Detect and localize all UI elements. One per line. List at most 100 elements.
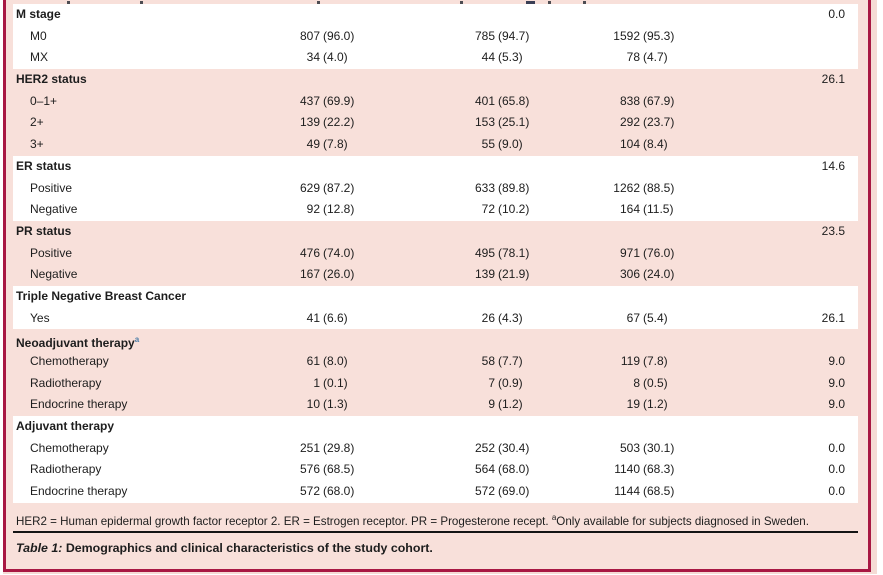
col2-count: 495 — [474, 245, 495, 260]
section-header-row: PR status 23.5 — [13, 221, 858, 243]
section-header-label: Adjuvant therapy — [16, 419, 115, 434]
col2-count: 55 — [481, 137, 495, 152]
col3-percent: (95.3) — [643, 28, 675, 43]
data-row: Radiotherapy 1 (0.1) 7 (0.9) 8 (0.5) 9.0 — [13, 373, 858, 395]
data-row: Chemotherapy 251 (29.8) 252 (30.4) 503 (30.1) 0… — [13, 438, 858, 460]
table-group: Adjuvant therapy Chemotherapy 251 (29.8) 252… — [13, 416, 858, 503]
table-group: HER2 status 26.1 0–1+ 437 (69.9) 401 (65.8) 838… — [13, 69, 858, 156]
missing-percent-value: 14.6 — [821, 158, 845, 173]
col1-count: 572 — [299, 484, 320, 499]
col3-percent: (8.4) — [643, 137, 668, 152]
data-row: 3+ 49 (7.8) 55 (9.0) 104 (8.4) — [13, 134, 858, 156]
col1-percent: (68.0) — [323, 484, 355, 499]
section-header-row: HER2 status 26.1 — [13, 69, 858, 91]
col3-count: 1592 — [613, 28, 640, 43]
section-header-label: PR status — [16, 223, 72, 238]
col2-percent: (30.4) — [498, 440, 530, 455]
section-header-footnote-marker: a — [134, 335, 140, 345]
caption-divider — [13, 530, 858, 533]
footnote-marker-a: a — [551, 512, 557, 522]
col3-count: 503 — [619, 440, 640, 455]
row-label: M0 — [30, 28, 47, 43]
col1-count: 41 — [306, 310, 320, 325]
col1-percent: (7.8) — [323, 137, 348, 152]
col2-percent: (94.7) — [498, 28, 530, 43]
row-label: Negative — [30, 202, 78, 217]
col3-count: 306 — [619, 267, 640, 282]
section-header-label: Neoadjuvant therapya — [16, 335, 140, 351]
data-row: 0–1+ 437 (69.9) 401 (65.8) 838 (67.9) — [13, 91, 858, 113]
table-caption: Table 1: Demographics and clinical chara… — [6, 533, 868, 555]
col3-count: 104 — [619, 137, 640, 152]
col2-percent: (5.3) — [498, 50, 523, 65]
col1-count: 92 — [306, 202, 320, 217]
missing-percent-value: 0.0 — [828, 484, 845, 499]
row-label: 0–1+ — [30, 93, 58, 108]
col2-percent: (68.0) — [498, 462, 530, 477]
col3-percent: (68.3) — [643, 462, 675, 477]
row-label: Positive — [30, 245, 73, 260]
row-label: Negative — [30, 267, 78, 282]
col3-count: 1144 — [614, 484, 640, 499]
table-group: PR status 23.5 Positive 476 (74.0) 495 (78.1) 9… — [13, 221, 858, 286]
section-header-row: Triple Negative Breast Cancer — [13, 286, 858, 308]
col3-count: 1140 — [614, 462, 640, 477]
col3-count: 67 — [626, 310, 640, 325]
col3-percent: (23.7) — [643, 115, 675, 130]
col1-percent: (87.2) — [323, 180, 355, 195]
col2-count: 139 — [474, 267, 495, 282]
table-group: Triple Negative Breast Cancer Yes 41 (6.6) 2… — [13, 285, 858, 330]
col2-count: 785 — [474, 28, 495, 43]
cropped-row-remnant — [6, 0, 868, 4]
col1-percent: (8.0) — [323, 354, 348, 368]
col2-count: 7 — [488, 375, 495, 390]
col3-percent: (1.2) — [643, 397, 668, 412]
missing-percent-value: 9.0 — [828, 354, 845, 368]
col2-percent: (7.7) — [498, 354, 523, 368]
data-row: 2+ 139 (22.2) 153 (25.1) 292 (23.7) — [13, 112, 858, 134]
table-frame: M stage 0.0 M0 807 (96.0) 785 (94.7) 1592 (95.3)… — [3, 0, 871, 572]
col1-percent: (69.9) — [323, 93, 355, 108]
col1-count: 629 — [299, 180, 320, 195]
data-row: M0 807 (96.0) 785 (94.7) 1592 (95.3) — [13, 26, 858, 48]
row-label: Yes — [30, 310, 50, 325]
col3-percent: (76.0) — [643, 245, 675, 260]
col2-percent: (78.1) — [498, 245, 530, 260]
col1-count: 437 — [299, 93, 320, 108]
section-header-label: M stage — [16, 7, 61, 21]
col3-percent: (11.5) — [643, 202, 674, 217]
row-label: Chemotherapy — [30, 440, 109, 455]
col2-percent: (65.8) — [498, 93, 530, 108]
missing-percent-value: 26.1 — [821, 72, 845, 87]
data-row: Radiotherapy 576 (68.5) 564 (68.0) 1140 (68.3)… — [13, 459, 858, 481]
col2-percent: (0.9) — [498, 375, 523, 390]
row-label: Radiotherapy — [30, 375, 102, 390]
missing-percent-value: 0.0 — [828, 462, 845, 477]
row-label: Chemotherapy — [30, 354, 109, 368]
data-row: Endocrine therapy 572 (68.0) 572 (69.0) 1144(… — [13, 481, 858, 503]
col2-count: 26 — [481, 310, 495, 325]
data-row: Negative 167 (26.0) 139 (21.9) 306 (24.0) — [13, 264, 858, 286]
row-label: 2+ — [30, 115, 44, 130]
table-group: ER status 14.6 Positive 629 (87.2) 633 (89.8) 1… — [13, 155, 858, 221]
section-header-row: M stage 0.0 — [13, 4, 858, 26]
data-row: Positive 629 (87.2) 633 (89.8) 1262 (88.5) — [13, 178, 858, 200]
data-row: MX 34 (4.0) 44 (5.3) 78 (4.7) — [13, 47, 858, 69]
col1-count: 34 — [306, 50, 320, 65]
col1-percent: (68.5) — [323, 462, 355, 477]
col1-count: 576 — [299, 462, 320, 477]
footnote-note: Only available for subjects diagnosed in… — [556, 514, 809, 528]
caption-text: Demographics and clinical characteristic… — [65, 540, 433, 555]
col1-count: 476 — [299, 245, 320, 260]
col1-percent: (22.2) — [323, 115, 355, 130]
col1-count: 807 — [299, 28, 320, 43]
col3-count: 1262 — [613, 180, 640, 195]
col3-count: 164 — [619, 202, 640, 217]
col1-percent: (74.0) — [323, 245, 355, 260]
col1-count: 49 — [306, 137, 320, 152]
row-label: Endocrine therapy — [30, 484, 128, 499]
col3-percent: (24.0) — [643, 267, 675, 282]
table-footnote: HER2 = Human epidermal growth factor rec… — [6, 503, 868, 530]
col1-count: 167 — [299, 267, 320, 282]
data-row: Endocrine therapy 10 (1.3) 9 (1.2) 19 (1.2) 9.0 — [13, 394, 858, 416]
